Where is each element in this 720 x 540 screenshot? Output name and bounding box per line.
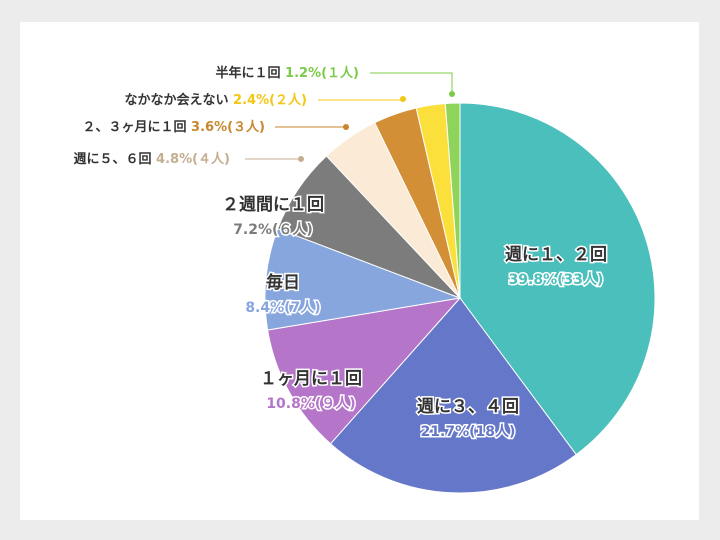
slice-name-label: 毎日 [266,272,300,293]
slice-name-label: 週に５、６回 [74,152,157,167]
slice-name-label: １ヶ月に１回 [260,369,362,389]
leader-line [370,72,453,94]
pie-slices [264,102,656,494]
slice-leader-label: なかなか会えない 2.4%(２人) [125,92,307,108]
slice-name-label: ２、３ヶ月に１回 [83,120,192,135]
slice-value-label: 10.8%(９人) [266,395,355,412]
slice-value-label: 39.8%(33人) [509,271,604,288]
slice-value-label: 8.4%(7人) [245,299,320,316]
leader-dot [298,156,304,162]
pie-chart: 週に１、２回 39.8%(33人) 週に３、４回 21.7%(18人) １ヶ月に１回 10… [74,65,656,494]
pie-slice [267,297,462,445]
leader-dot [400,96,406,102]
pie-slice [329,297,577,494]
slice-value-label: 7.2%(６人) [233,221,313,238]
pie-slice [459,102,656,456]
leader-dot [449,91,455,97]
slice-value-label: 3.6%(３人) [191,119,265,135]
pie-slice [264,228,462,331]
slice-name-label: 週に１、２回 [505,245,607,265]
slice-name-label: なかなか会えない [125,92,234,108]
slice-leader-label: 半年に１回 1.2%(１人) [216,65,359,81]
chart-card: 週に１、２回 39.8%(33人) 週に３、４回 21.7%(18人) １ヶ月に１回 10… [20,22,699,520]
slice-value-label: 4.8%(４人) [156,151,230,167]
slice-leader-label: 週に５、６回 4.8%(４人) [74,151,230,167]
leader-dot [343,124,349,130]
slice-labels: 週に１、２回 39.8%(33人) 週に３、４回 21.7%(18人) １ヶ月に１回 10… [74,65,609,442]
slice-name-label: 半年に１回 [216,65,286,81]
slice-leader-label: ２、３ヶ月に１回 3.6%(３人) [83,119,265,135]
pie-slice [444,102,461,299]
slice-value-label: 21.7%(18人) [421,423,516,440]
slice-value-label: 2.4%(２人) [233,92,307,108]
slice-name-label: 週に３、４回 [417,397,519,417]
slice-name-label: ２週間に１回 [222,195,324,215]
slice-value-label: 1.2%(１人) [285,65,359,81]
